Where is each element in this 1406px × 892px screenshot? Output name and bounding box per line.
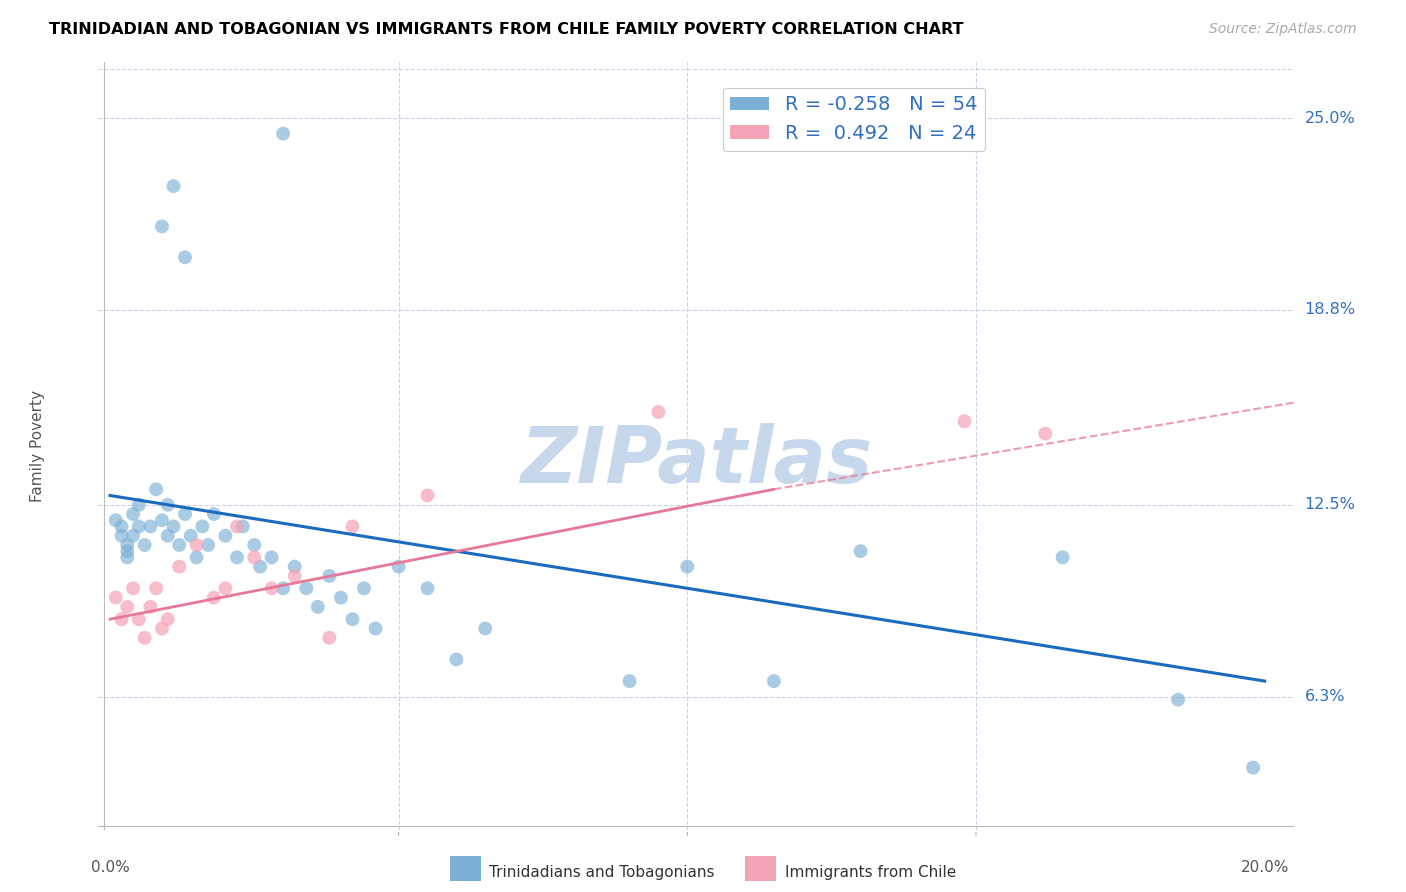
Point bbox=[134, 538, 156, 552]
Text: 6.3%: 6.3% bbox=[1305, 689, 1346, 704]
Point bbox=[139, 519, 162, 533]
Point bbox=[174, 507, 197, 521]
Text: 18.8%: 18.8% bbox=[1305, 302, 1355, 318]
Point bbox=[150, 622, 173, 636]
Point bbox=[134, 631, 156, 645]
Point bbox=[110, 519, 132, 533]
Text: ZIPatlas: ZIPatlas bbox=[520, 424, 872, 500]
Point bbox=[364, 622, 387, 636]
Point bbox=[156, 612, 179, 626]
Point bbox=[145, 582, 167, 596]
Point bbox=[353, 582, 375, 596]
Point bbox=[162, 179, 184, 194]
Point bbox=[110, 529, 132, 543]
Text: TRINIDADIAN AND TOBAGONIAN VS IMMIGRANTS FROM CHILE FAMILY POVERTY CORRELATION C: TRINIDADIAN AND TOBAGONIAN VS IMMIGRANTS… bbox=[49, 22, 963, 37]
Point bbox=[307, 599, 329, 614]
Point bbox=[191, 519, 214, 533]
Point bbox=[243, 538, 266, 552]
Text: Family Poverty: Family Poverty bbox=[30, 390, 45, 502]
Point bbox=[117, 538, 139, 552]
Point bbox=[388, 559, 411, 574]
Point bbox=[342, 612, 364, 626]
Point bbox=[953, 414, 976, 428]
Point bbox=[202, 591, 225, 605]
Point bbox=[446, 652, 468, 666]
Point bbox=[122, 582, 145, 596]
Text: Source: ZipAtlas.com: Source: ZipAtlas.com bbox=[1209, 22, 1357, 37]
Point bbox=[474, 622, 496, 636]
Text: Immigrants from Chile: Immigrants from Chile bbox=[785, 865, 956, 880]
Point bbox=[122, 529, 145, 543]
Point bbox=[226, 519, 249, 533]
Point bbox=[174, 250, 197, 264]
Point bbox=[117, 599, 139, 614]
Point bbox=[186, 538, 208, 552]
Text: 20.0%: 20.0% bbox=[1240, 860, 1289, 875]
Point bbox=[260, 550, 283, 565]
Point bbox=[156, 529, 179, 543]
Point bbox=[150, 513, 173, 527]
Text: 12.5%: 12.5% bbox=[1305, 497, 1355, 512]
Point bbox=[128, 498, 150, 512]
Point bbox=[295, 582, 318, 596]
Point bbox=[342, 519, 364, 533]
Point bbox=[180, 529, 202, 543]
Point bbox=[128, 612, 150, 626]
Text: 0.0%: 0.0% bbox=[90, 860, 129, 875]
Point bbox=[318, 569, 340, 583]
Point bbox=[329, 591, 352, 605]
Point bbox=[249, 559, 271, 574]
Point bbox=[619, 674, 641, 689]
Point bbox=[162, 519, 184, 533]
Point bbox=[104, 591, 127, 605]
Text: Trinidadians and Tobagonians: Trinidadians and Tobagonians bbox=[489, 865, 714, 880]
Point bbox=[214, 582, 236, 596]
Point bbox=[110, 612, 132, 626]
Point bbox=[271, 127, 294, 141]
Point bbox=[117, 544, 139, 558]
Point bbox=[117, 550, 139, 565]
Point bbox=[232, 519, 254, 533]
Point bbox=[243, 550, 266, 565]
Point bbox=[676, 559, 699, 574]
Point bbox=[271, 582, 294, 596]
Point bbox=[145, 483, 167, 497]
Point bbox=[1241, 761, 1264, 775]
Legend: R = -0.258   N = 54, R =  0.492   N = 24: R = -0.258 N = 54, R = 0.492 N = 24 bbox=[723, 87, 986, 151]
Point bbox=[214, 529, 236, 543]
Point bbox=[647, 405, 669, 419]
Point bbox=[260, 582, 283, 596]
Point bbox=[284, 569, 307, 583]
Point bbox=[150, 219, 173, 234]
Point bbox=[156, 498, 179, 512]
Point bbox=[197, 538, 219, 552]
Point bbox=[167, 538, 190, 552]
Point bbox=[849, 544, 872, 558]
Point bbox=[762, 674, 785, 689]
Point bbox=[128, 519, 150, 533]
Point bbox=[139, 599, 162, 614]
Point bbox=[416, 488, 439, 502]
Point bbox=[318, 631, 340, 645]
Text: 25.0%: 25.0% bbox=[1305, 111, 1355, 126]
Point bbox=[186, 550, 208, 565]
Point bbox=[202, 507, 225, 521]
Point bbox=[167, 559, 190, 574]
Point bbox=[122, 507, 145, 521]
Point bbox=[1167, 692, 1189, 706]
Point bbox=[284, 559, 307, 574]
Point bbox=[1033, 426, 1056, 441]
Point bbox=[1052, 550, 1074, 565]
Point bbox=[226, 550, 249, 565]
Point bbox=[416, 582, 439, 596]
Point bbox=[104, 513, 127, 527]
